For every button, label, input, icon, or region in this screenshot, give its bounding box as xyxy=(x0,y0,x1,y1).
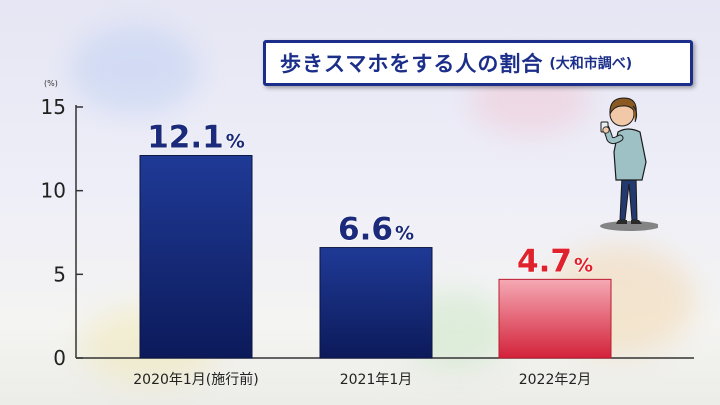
bar-value-label: 6.6% xyxy=(338,212,414,248)
bar-0 xyxy=(139,155,253,359)
chart-labels: 12.1 % 2020年1月(施行前) 6.6 % 2021年1月 4.7 % 2022年2月 xyxy=(133,119,593,388)
y-unit-label: (%) xyxy=(44,79,58,88)
person-with-smartphone-icon xyxy=(600,97,658,231)
background-decoration xyxy=(70,25,200,115)
chart-bars xyxy=(139,155,612,359)
x-category-label: 2022年2月 xyxy=(519,372,592,388)
y-tick-label: 10 xyxy=(41,179,66,203)
bar-2 xyxy=(498,278,612,359)
chart-subtitle: (大和市調べ) xyxy=(549,56,633,72)
chart-title-box: 歩きスマホをする人の割合 (大和市調べ) xyxy=(263,40,693,86)
y-tick-label: 0 xyxy=(53,346,66,370)
y-tick-label: 15 xyxy=(41,95,66,119)
bar-value-label: 4.7% xyxy=(517,243,593,279)
chart-title: 歩きスマホをする人の割合 xyxy=(280,52,544,76)
y-tick-label: 5 xyxy=(53,262,66,286)
x-category-label: 2021年1月 xyxy=(340,372,413,388)
bar-1 xyxy=(319,247,433,359)
bar-value-label: 12.1% xyxy=(147,120,245,156)
x-category-label: 2020年1月(施行前) xyxy=(133,371,258,388)
